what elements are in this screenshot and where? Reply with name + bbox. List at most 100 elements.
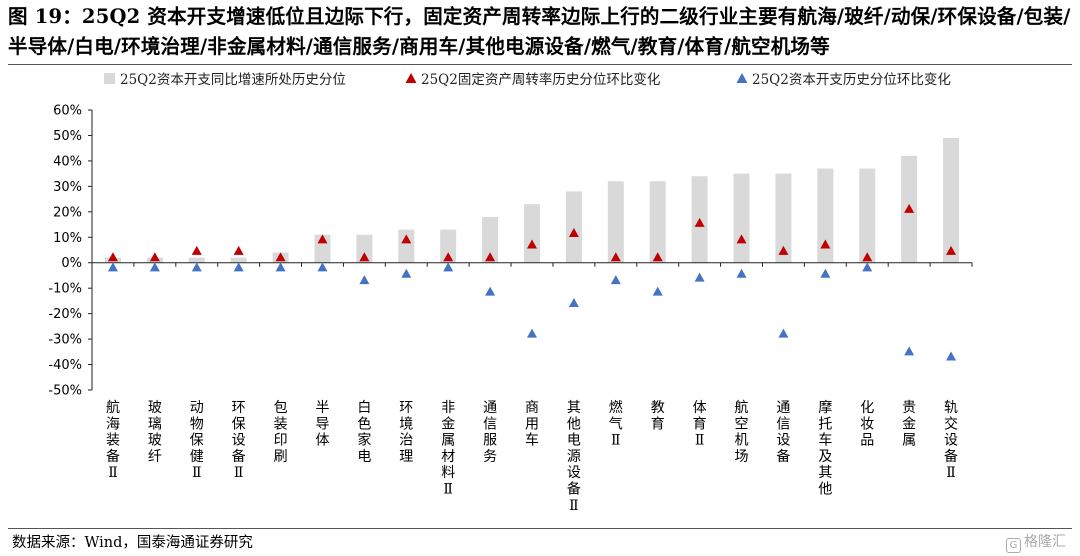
category-label: 环保设备 Ⅱ <box>232 400 246 481</box>
red-marker <box>862 252 873 262</box>
y-tick-label: -50% <box>48 384 82 399</box>
red-marker <box>191 245 202 255</box>
axes: -50% -40% -30% -20% -10% 0% 10% 20% 30% 40% 50% 60% <box>48 104 973 399</box>
blue-marker <box>275 262 286 272</box>
legend-swatch-0 <box>104 73 115 84</box>
y-tick-label: 30% <box>53 180 82 195</box>
legend-swatch-1 <box>405 73 417 83</box>
red-marker <box>233 245 244 255</box>
red-marker <box>107 252 118 262</box>
category-label: 教育 <box>651 400 665 432</box>
legend-label-1: 25Q2固定资产周转率历史分位环比变化 <box>421 71 660 88</box>
y-tick-label: -10% <box>48 282 82 297</box>
red-marker <box>149 252 160 262</box>
red-marker <box>652 252 663 262</box>
red-marker <box>359 252 370 262</box>
bar <box>398 229 415 263</box>
red-marker <box>694 217 705 227</box>
bar <box>524 204 540 263</box>
page-title: 图 19：25Q2 资本开支增速低位且边际下行，固定资产周转率边际上行的二级行业… <box>8 5 1071 58</box>
y-tick-label: -30% <box>48 333 82 348</box>
bar <box>565 191 582 263</box>
category-label: 航空机场 <box>735 400 749 465</box>
red-marker <box>904 203 915 213</box>
bar <box>859 168 876 263</box>
category-label: 白色家电 <box>357 400 371 465</box>
y-tick-label: 50% <box>53 129 82 144</box>
footer-divider <box>8 528 1072 529</box>
bar <box>649 181 666 263</box>
y-tick-label: 40% <box>53 154 82 169</box>
blue-marker <box>568 298 579 308</box>
category-label: 轨交设备 Ⅱ <box>944 400 958 481</box>
blue-marker <box>191 262 202 272</box>
category-label: 非金属材料 Ⅱ <box>441 400 455 498</box>
y-tick-label: 60% <box>53 104 82 119</box>
blue-marker <box>862 262 873 272</box>
watermark-logo: G 格隆汇 <box>1006 531 1066 553</box>
category-label: 摩托车及其他 <box>818 399 832 498</box>
legend-label-0: 25Q2资本开支同比增速所处历史分位 <box>120 72 346 88</box>
red-marker <box>778 245 789 255</box>
red-marker <box>317 234 328 244</box>
y-tick-label: 20% <box>53 205 82 220</box>
category-label: 贵金属 <box>902 400 916 449</box>
red-marker <box>610 252 621 262</box>
blue-marker <box>149 262 160 272</box>
bar <box>440 229 457 263</box>
category-labels: 航海装备 Ⅱ 玻璃玻纤 动物保健 Ⅱ 环保设备 Ⅱ 包装印刷 半导体 白色家电 环境治理 非金属材料 Ⅱ… <box>106 399 958 514</box>
category-label: 化妆品 <box>860 400 874 449</box>
category-label: 环境治理 <box>399 400 413 465</box>
red-marker <box>275 252 286 262</box>
category-label: 其他电源设备 Ⅱ <box>567 400 581 514</box>
y-tick-label: -40% <box>48 358 82 373</box>
bar <box>817 168 834 263</box>
category-label: 燃气 Ⅱ <box>609 399 623 449</box>
blue-marker <box>233 262 244 272</box>
y-tick-label: 0% <box>61 256 82 271</box>
category-label: 玻璃玻纤 <box>148 400 162 465</box>
bar <box>482 216 499 263</box>
source-note: 数据来源：Wind，国泰海通证券研究 <box>12 535 253 551</box>
blue-marker <box>736 268 747 278</box>
blue-marker <box>527 328 537 338</box>
category-label: 动物保健 Ⅱ <box>190 400 204 481</box>
logo-text: 格隆汇 <box>1024 534 1066 550</box>
red-marker <box>485 252 496 262</box>
blue-marker <box>778 328 789 338</box>
category-label: 航海装备 Ⅱ <box>106 400 120 481</box>
blue-marker <box>904 346 915 356</box>
category-label: 体育 Ⅱ <box>693 400 707 449</box>
category-label: 通信服务 <box>483 400 497 465</box>
bar <box>356 234 373 263</box>
red-marker-series <box>107 203 957 262</box>
blue-marker <box>317 262 328 272</box>
blue-marker <box>485 286 496 296</box>
red-marker <box>568 228 579 238</box>
legend-label-2: 25Q2资本开支历史分位环比变化 <box>752 72 951 88</box>
blue-marker <box>820 268 831 278</box>
legend: 25Q2资本开支同比增速所处历史分位 25Q2固定资产周转率历史分位环比变化 25Q… <box>104 71 951 88</box>
blue-marker <box>652 286 663 296</box>
blue-marker <box>443 262 454 272</box>
bar <box>733 173 750 263</box>
bar <box>607 181 624 263</box>
bar <box>188 257 205 263</box>
blue-marker <box>610 275 621 285</box>
category-label: 通信设备 <box>776 400 790 465</box>
category-label: 包装印刷 <box>274 400 288 465</box>
red-marker <box>443 252 454 262</box>
red-marker <box>820 239 831 249</box>
red-marker <box>946 245 957 255</box>
bar <box>230 257 247 263</box>
red-marker <box>527 239 537 249</box>
red-marker <box>401 234 412 244</box>
y-tick-label: 10% <box>53 231 82 246</box>
blue-marker-series <box>107 262 957 361</box>
bar <box>943 138 960 263</box>
legend-swatch-2 <box>736 73 748 83</box>
blue-marker <box>401 268 412 278</box>
blue-marker <box>359 275 370 285</box>
y-tick-label: -20% <box>48 307 82 322</box>
